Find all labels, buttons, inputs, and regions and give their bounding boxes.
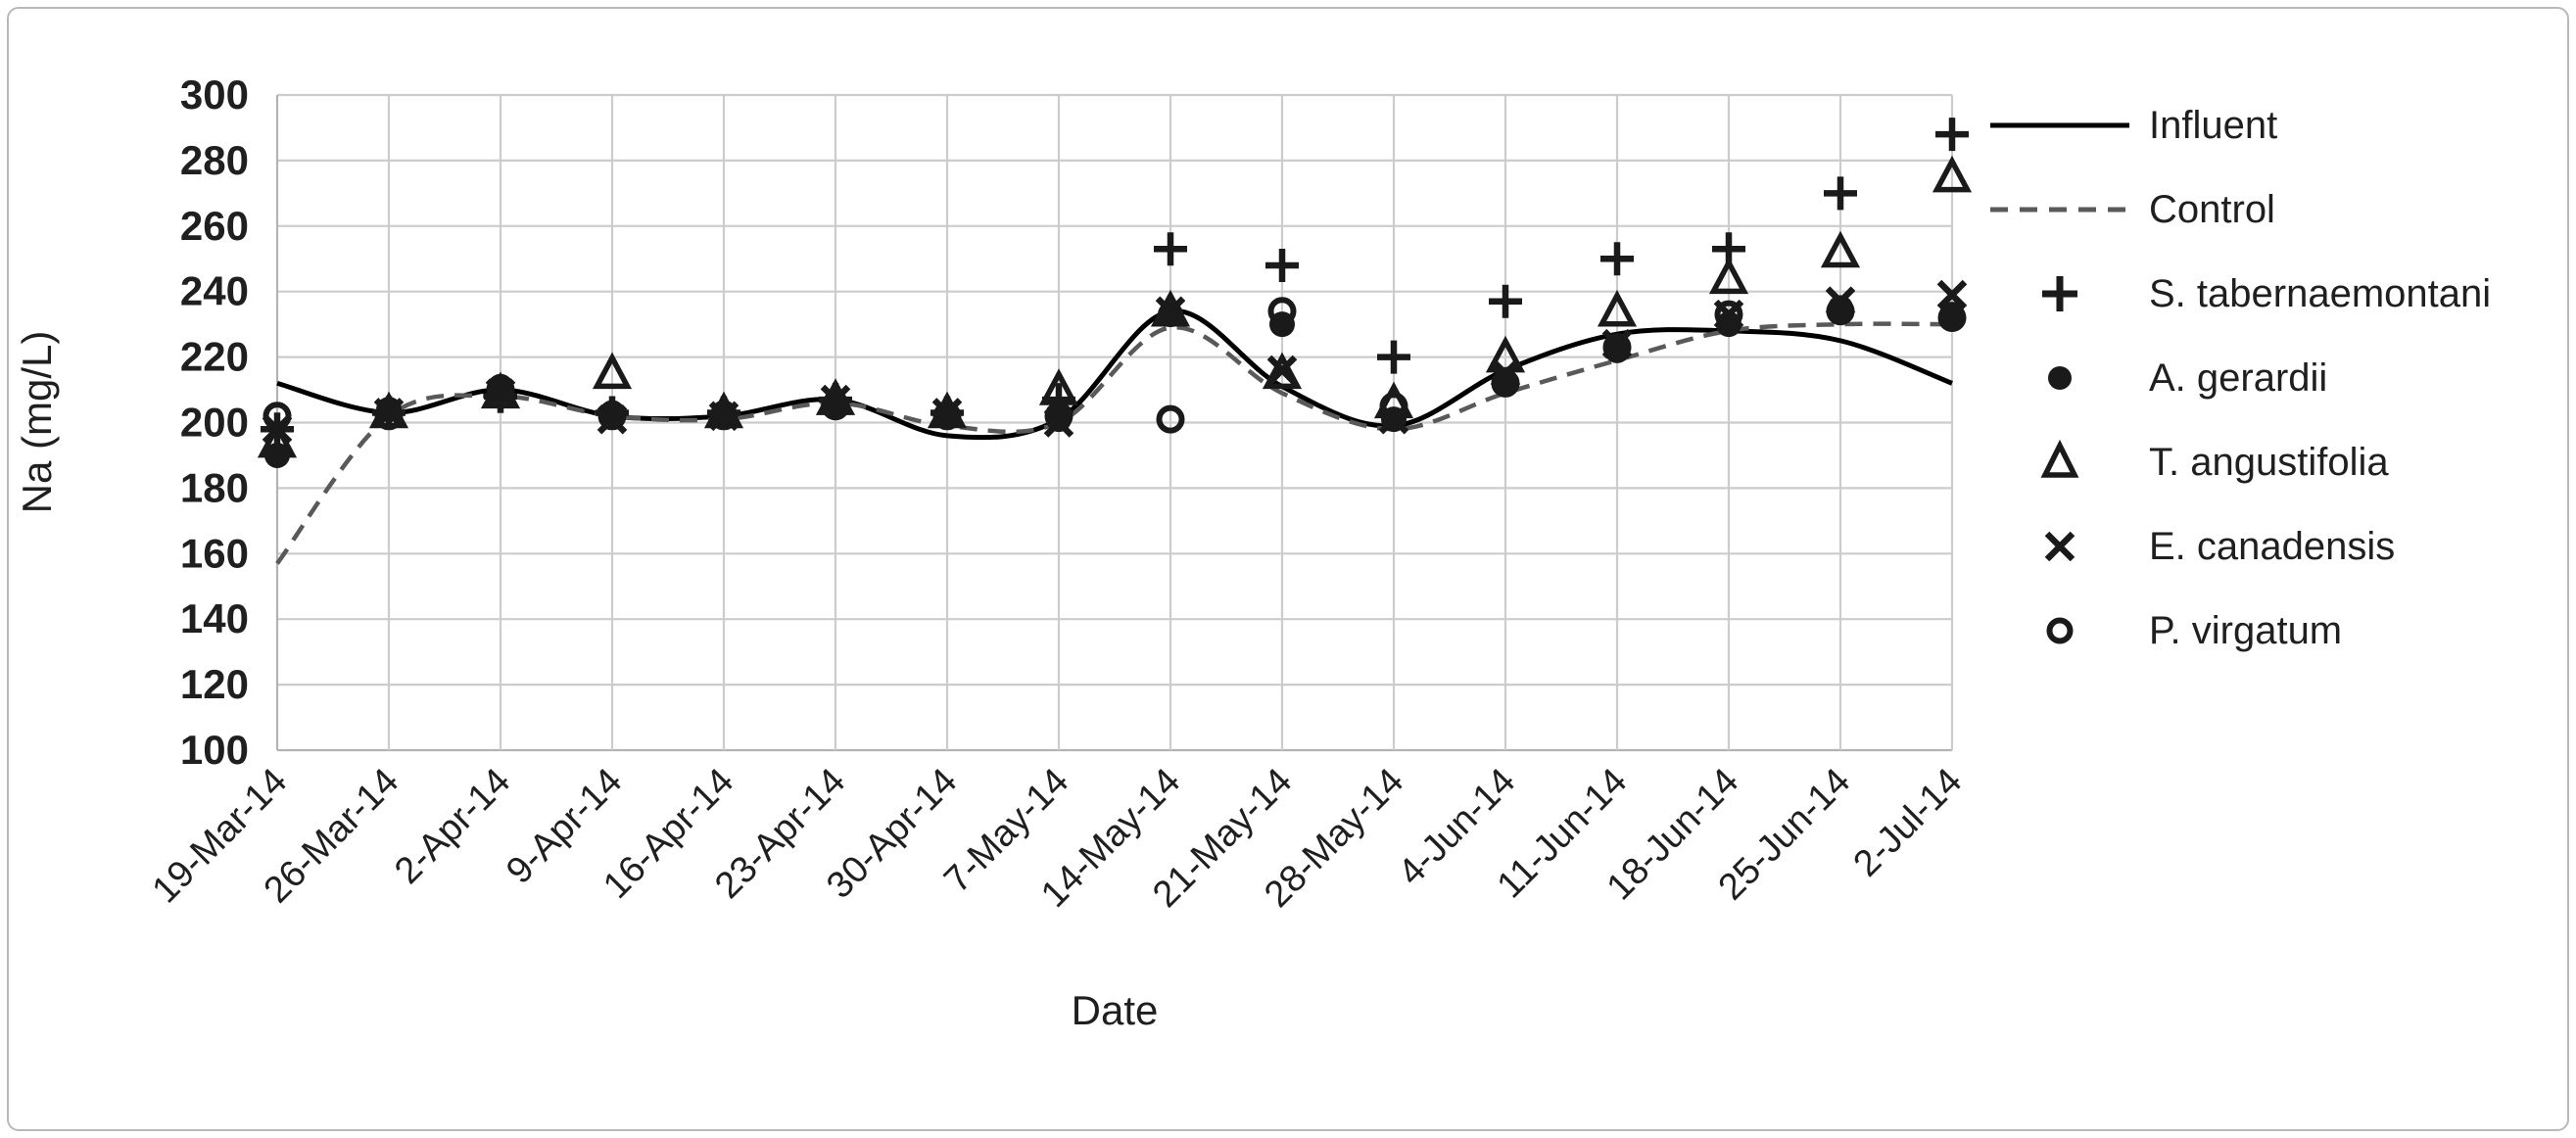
legend-label-p-virgatum: P. virgatum (2149, 608, 2343, 652)
plus-marker-icon (2042, 276, 2077, 311)
solid-line-swatch-icon (1990, 122, 2129, 128)
legend-label-a-gerardii: A. gerardii (2149, 356, 2328, 400)
open-triangle-marker-icon (2040, 439, 2079, 478)
legend-item-p-virgatum: P. virgatum (1986, 607, 2491, 654)
figure-frame (7, 7, 2569, 1131)
svg-text:260: 260 (180, 203, 249, 249)
open-circle-marker-icon (2046, 617, 2074, 644)
legend-item-s-tabernaemontani: S. tabernaemontani (1986, 270, 2491, 317)
svg-text:2-Jul-14: 2-Jul-14 (1846, 761, 1971, 885)
svg-text:100: 100 (180, 727, 249, 773)
legend-item-a-gerardii: A. gerardii (1986, 355, 2491, 402)
legend: Influent Control S. tabernaemontani A. g… (1986, 102, 2491, 654)
legend-item-control: Control (1986, 186, 2491, 233)
legend-label-t-angustifolia: T. angustifolia (2149, 440, 2389, 484)
dashed-line-swatch-icon (1990, 207, 2129, 213)
legend-item-e-canadensis: E. canadensis (1986, 523, 2491, 570)
svg-text:140: 140 (180, 595, 249, 641)
x-marker-icon (2044, 531, 2075, 562)
legend-label-e-canadensis: E. canadensis (2149, 524, 2396, 568)
svg-text:2-Apr-14: 2-Apr-14 (387, 761, 518, 892)
axis-labels: 10012014016018020022024026028030019-Mar-… (14, 71, 1970, 1033)
gridlines (275, 93, 1954, 752)
svg-text:Date: Date (1072, 987, 1159, 1033)
legend-label-s-tabernaemontani: S. tabernaemontani (2149, 271, 2492, 315)
svg-text:180: 180 (180, 464, 249, 510)
legend-label-control: Control (2149, 187, 2275, 231)
data-lines (275, 308, 1953, 565)
legend-item-influent: Influent (1986, 102, 2491, 149)
svg-text:300: 300 (180, 71, 249, 118)
svg-text:Na (mg/L): Na (mg/L) (14, 331, 60, 514)
svg-text:240: 240 (180, 268, 249, 314)
svg-text:220: 220 (180, 334, 249, 380)
svg-text:200: 200 (180, 400, 249, 446)
svg-text:280: 280 (180, 137, 249, 183)
svg-text:160: 160 (180, 530, 249, 576)
legend-label-influent: Influent (2149, 103, 2278, 147)
legend-item-t-angustifolia: T. angustifolia (1986, 439, 2491, 486)
data-markers (257, 118, 1973, 468)
filled-circle-marker-icon (2048, 366, 2072, 390)
svg-text:120: 120 (180, 661, 249, 707)
